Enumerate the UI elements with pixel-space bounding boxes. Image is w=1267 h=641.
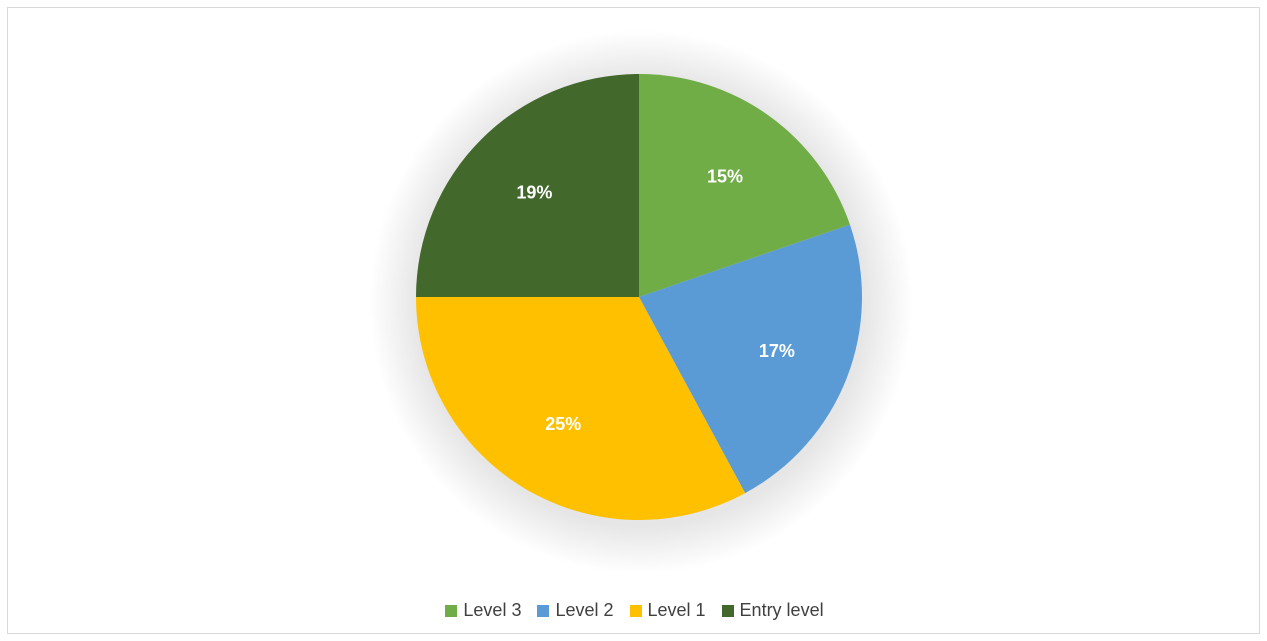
pie-slice-level-2: [639, 224, 862, 494]
pie-chart: 15% 17% 25% 19%: [369, 30, 913, 574]
data-label-entry-level: 19%: [516, 182, 552, 202]
legend-item-entry-level: Entry level: [721, 600, 824, 621]
pie-slice-level-1: [416, 297, 746, 521]
data-label-level-2: 17%: [759, 341, 795, 361]
legend-label-entry-level: Entry level: [739, 600, 824, 620]
legend-item-level-3: Level 3: [445, 600, 521, 621]
legend-swatch-level-1: [629, 604, 642, 617]
legend-label-level-2: Level 2: [555, 600, 614, 620]
legend: Level 3 Level 2 Level 1 Entry level: [8, 600, 1261, 621]
chart-area: 15% 17% 25% 19% Level 3 Level 2 Level 1 Entry …: [7, 7, 1260, 634]
legend-swatch-level-2: [537, 604, 550, 617]
data-label-level-1: 25%: [545, 414, 581, 434]
legend-swatch-level-3: [445, 604, 458, 617]
legend-item-level-1: Level 1: [629, 600, 706, 621]
pie-slice-level-3: [639, 74, 850, 297]
pie-slice-entry-level: [416, 74, 639, 297]
legend-item-level-2: Level 2: [537, 600, 614, 621]
legend-label-level-3: Level 3: [463, 600, 522, 620]
legend-label-level-1: Level 1: [647, 600, 706, 620]
legend-swatch-entry-level: [721, 604, 734, 617]
data-label-level-3: 15%: [707, 167, 743, 187]
